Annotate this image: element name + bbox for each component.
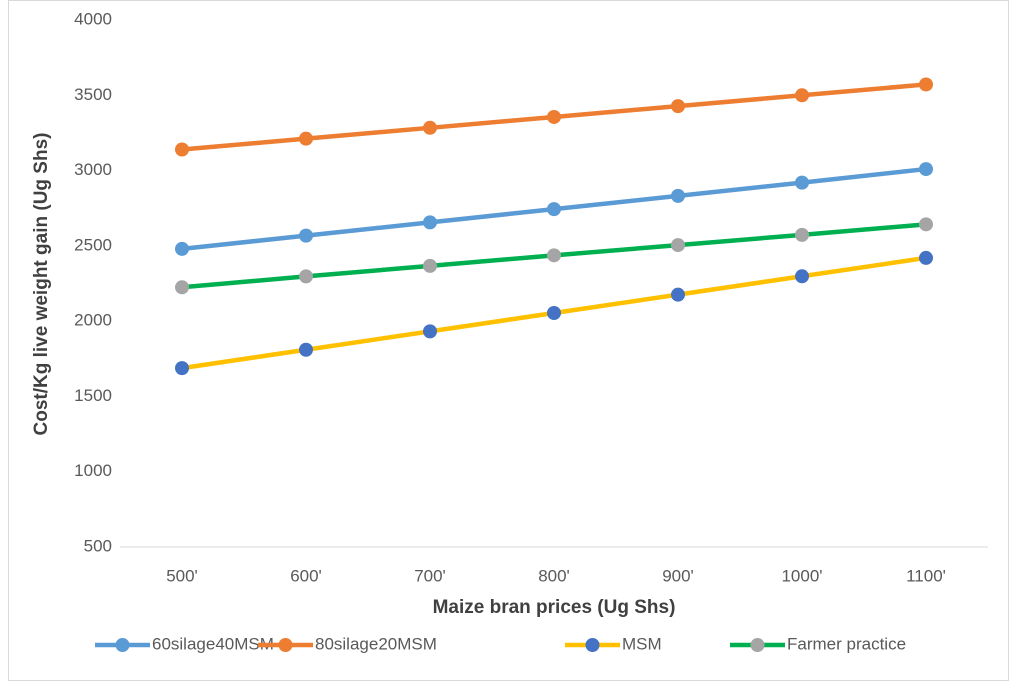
y-tick-label: 1500 [74,386,112,405]
series-marker [919,217,933,232]
series-marker [795,269,809,284]
y-tick-label: 3500 [74,85,112,104]
x-axis-title: Maize bran prices (Ug Shs) [433,597,676,618]
chart-frame [8,0,1009,681]
y-tick-label: 2000 [74,311,112,330]
y-axis-title: Cost/Kg live weight gain (Ug Shs) [31,133,52,436]
series-marker [547,202,561,217]
legend-marker [115,638,130,652]
y-tick-label: 4000 [74,9,112,28]
x-tick-label: 800' [538,566,570,585]
series-marker [547,109,561,124]
series-marker [919,250,933,265]
x-tick-label: 1100' [906,566,946,585]
series-marker [919,162,933,177]
legend-label: 60silage40MSM [152,634,274,653]
series-marker [423,215,437,230]
legend-marker [278,638,293,652]
series-marker [919,77,933,92]
series-marker [175,280,189,295]
x-tick-label: 500' [166,566,198,585]
y-tick-label: 2500 [74,235,112,254]
legend-marker [585,638,600,652]
legend-label: Farmer practice [787,634,906,653]
legend-marker [750,638,765,652]
x-tick-label: 600' [290,566,322,585]
series-marker [547,248,561,263]
legend-label: 80silage20MSM [315,634,437,653]
x-tick-label: 1000' [781,566,822,585]
series-marker [175,142,189,157]
series-marker [423,258,437,273]
series-marker [299,131,313,146]
series-marker [547,306,561,321]
series-marker [671,99,685,114]
x-tick-label: 700' [414,566,446,585]
series-marker [175,361,189,376]
series-marker [795,88,809,103]
series-marker [423,120,437,135]
series-marker [423,324,437,339]
y-tick-label: 500 [84,536,112,555]
x-tick-label: 900' [662,566,694,585]
series-marker [175,241,189,256]
y-tick-label: 1000 [74,461,112,480]
series-marker [299,269,313,284]
series-marker [299,342,313,357]
y-tick-label: 3000 [74,160,112,179]
series-marker [671,287,685,302]
series-marker [299,228,313,243]
legend-label: MSM [622,634,662,653]
series-marker [795,175,809,190]
series-marker [795,227,809,242]
series-marker [671,238,685,253]
series-marker [671,188,685,203]
